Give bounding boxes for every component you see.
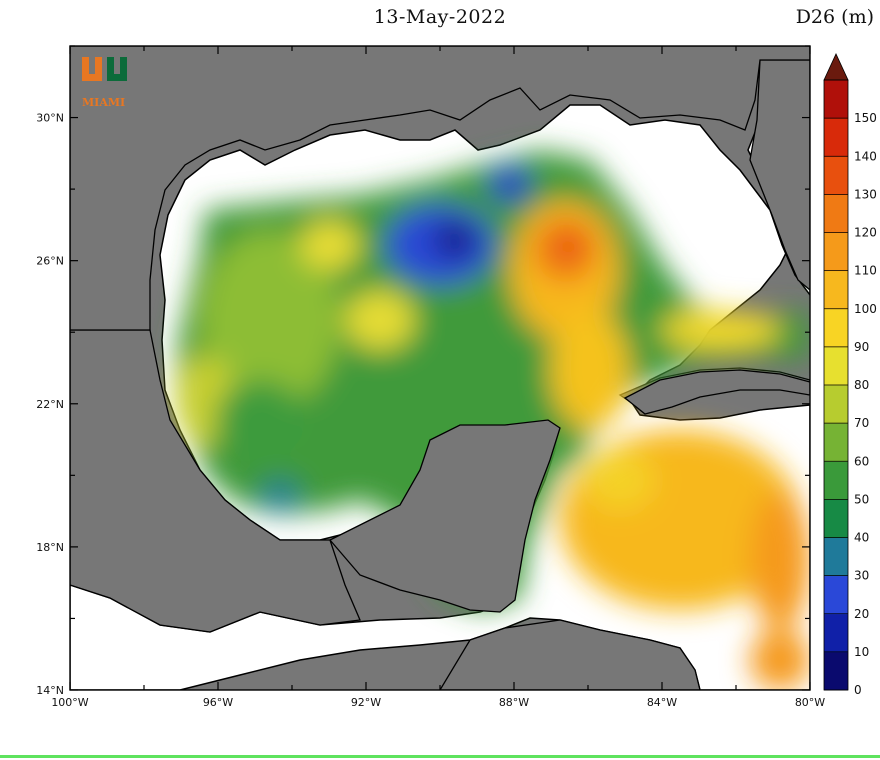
colorbar: 0 10 20 30 40 50 60 70 80 90 100 110 120 130 140 150 — [823, 53, 877, 697]
miami-u-logo: MIAMI — [82, 57, 127, 109]
colorbar-swatch — [824, 308, 848, 348]
colorbar-label: 110 — [854, 264, 877, 278]
colorbar-swatch — [824, 385, 848, 424]
map-date-title: 13-May-2022 — [373, 6, 507, 28]
colorbar-label: 10 — [854, 645, 869, 659]
colorbar-label: 60 — [854, 454, 869, 468]
colorbar-label: 40 — [854, 531, 869, 545]
bottom-rule — [0, 755, 880, 758]
colorbar-swatch — [824, 118, 848, 157]
colorbar-swatch — [824, 499, 848, 538]
colorbar-swatch — [824, 613, 848, 653]
colorbar-swatch — [824, 346, 848, 386]
yucatan-land — [328, 419, 561, 613]
colorbar-label: 0 — [854, 683, 862, 697]
colorbar-swatch — [824, 80, 848, 119]
colorbar-label: 140 — [854, 149, 877, 163]
colorbar-swatch — [824, 651, 848, 691]
colorbar-swatch — [824, 423, 848, 462]
colorbar-swatch — [824, 575, 848, 615]
lon-tick-label: 88°W — [499, 696, 529, 709]
island-cuba-top — [623, 369, 810, 415]
lon-tick-label: 100°W — [51, 696, 88, 709]
colorbar-overflow-triangle — [823, 53, 849, 81]
d26-field — [175, 150, 810, 690]
colorbar-label: 90 — [854, 340, 869, 354]
colorbar-swatch — [824, 537, 848, 577]
lon-tick-label: 96°W — [203, 696, 233, 709]
colorbar-label: 120 — [854, 226, 877, 240]
lat-tick-label: 26°N — [36, 255, 64, 268]
florida-peninsula — [749, 59, 810, 291]
colorbar-swatch — [824, 461, 848, 500]
colorbar-swatch — [824, 156, 848, 195]
colorbar-label: 30 — [854, 569, 869, 583]
central-america-land — [439, 619, 701, 690]
colorbar-label: 70 — [854, 416, 869, 430]
colorbar-label: 80 — [854, 378, 869, 392]
colorbar-swatch — [824, 194, 848, 233]
axes-layer: 100°W 96°W 92°W 88°W 84°W 80°W 14°N 18°N 22°N 26°… — [36, 45, 825, 709]
colorbar-label: 20 — [854, 607, 869, 621]
colorbar-label: 100 — [854, 302, 877, 316]
colorbar-label: 50 — [854, 492, 869, 506]
colorbar-swatch — [824, 232, 848, 272]
lon-tick-label: 84°W — [647, 696, 677, 709]
lon-tick-label: 80°W — [795, 696, 825, 709]
lat-tick-label: 14°N — [36, 684, 64, 697]
colorbar-label: 130 — [854, 187, 877, 201]
colorbar-swatch — [824, 270, 848, 310]
lat-tick-label: 18°N — [36, 541, 64, 554]
northern-coast-land — [70, 46, 810, 331]
lat-tick-label: 30°N — [36, 112, 64, 125]
variable-label: D26 (m) — [795, 6, 874, 28]
lat-tick-label: 22°N — [36, 398, 64, 411]
colorbar-frame — [823, 79, 849, 691]
logo-text: MIAMI — [82, 96, 125, 109]
colorbar-label: 150 — [854, 111, 877, 125]
lon-tick-label: 92°W — [351, 696, 381, 709]
